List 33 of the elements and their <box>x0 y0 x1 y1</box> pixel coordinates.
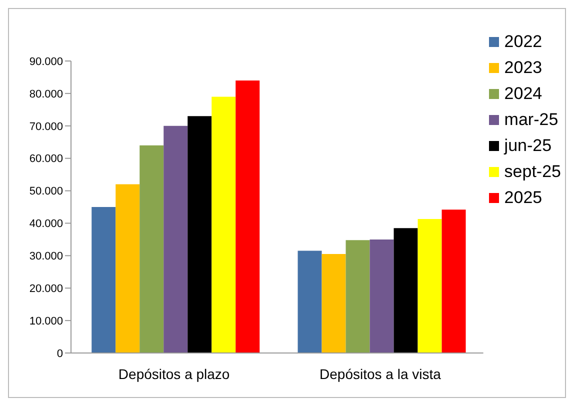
bar <box>116 184 140 353</box>
y-tick-label: 90.000 <box>29 56 63 68</box>
y-tick-label: 20.000 <box>29 283 63 296</box>
bar <box>370 239 394 353</box>
legend-label: 2025 <box>504 187 542 209</box>
y-tick-label: 40.000 <box>29 218 63 230</box>
bar <box>442 210 466 353</box>
x-tick-label: Depósitos a la vista <box>320 366 442 382</box>
y-tick-label: 30.000 <box>29 250 63 263</box>
legend-label: mar-25 <box>504 109 558 131</box>
bar <box>346 240 370 353</box>
legend-label: sept-25 <box>504 161 561 183</box>
y-tick-label: 60.000 <box>29 153 63 166</box>
y-tick-label: 80.000 <box>29 88 63 100</box>
y-tick-label: 70.000 <box>29 120 63 133</box>
x-tick-label: Depósitos a plazo <box>118 366 230 382</box>
y-tick-label: 10.000 <box>29 315 63 328</box>
bar <box>92 207 116 353</box>
legend-label: 2022 <box>504 31 542 53</box>
y-tick-label: 0 <box>56 348 63 360</box>
bar <box>164 126 188 353</box>
bar <box>322 254 346 353</box>
bar <box>140 145 164 353</box>
bar <box>236 80 260 353</box>
y-tick-label: 50.000 <box>29 186 63 198</box>
bar <box>212 96 236 353</box>
bar <box>418 219 442 353</box>
bar <box>188 116 212 353</box>
legend-label: jun-25 <box>504 135 552 157</box>
bar <box>394 228 418 353</box>
bar <box>298 250 322 353</box>
legend-label: 2024 <box>504 83 542 105</box>
legend-label: 2023 <box>504 57 542 79</box>
